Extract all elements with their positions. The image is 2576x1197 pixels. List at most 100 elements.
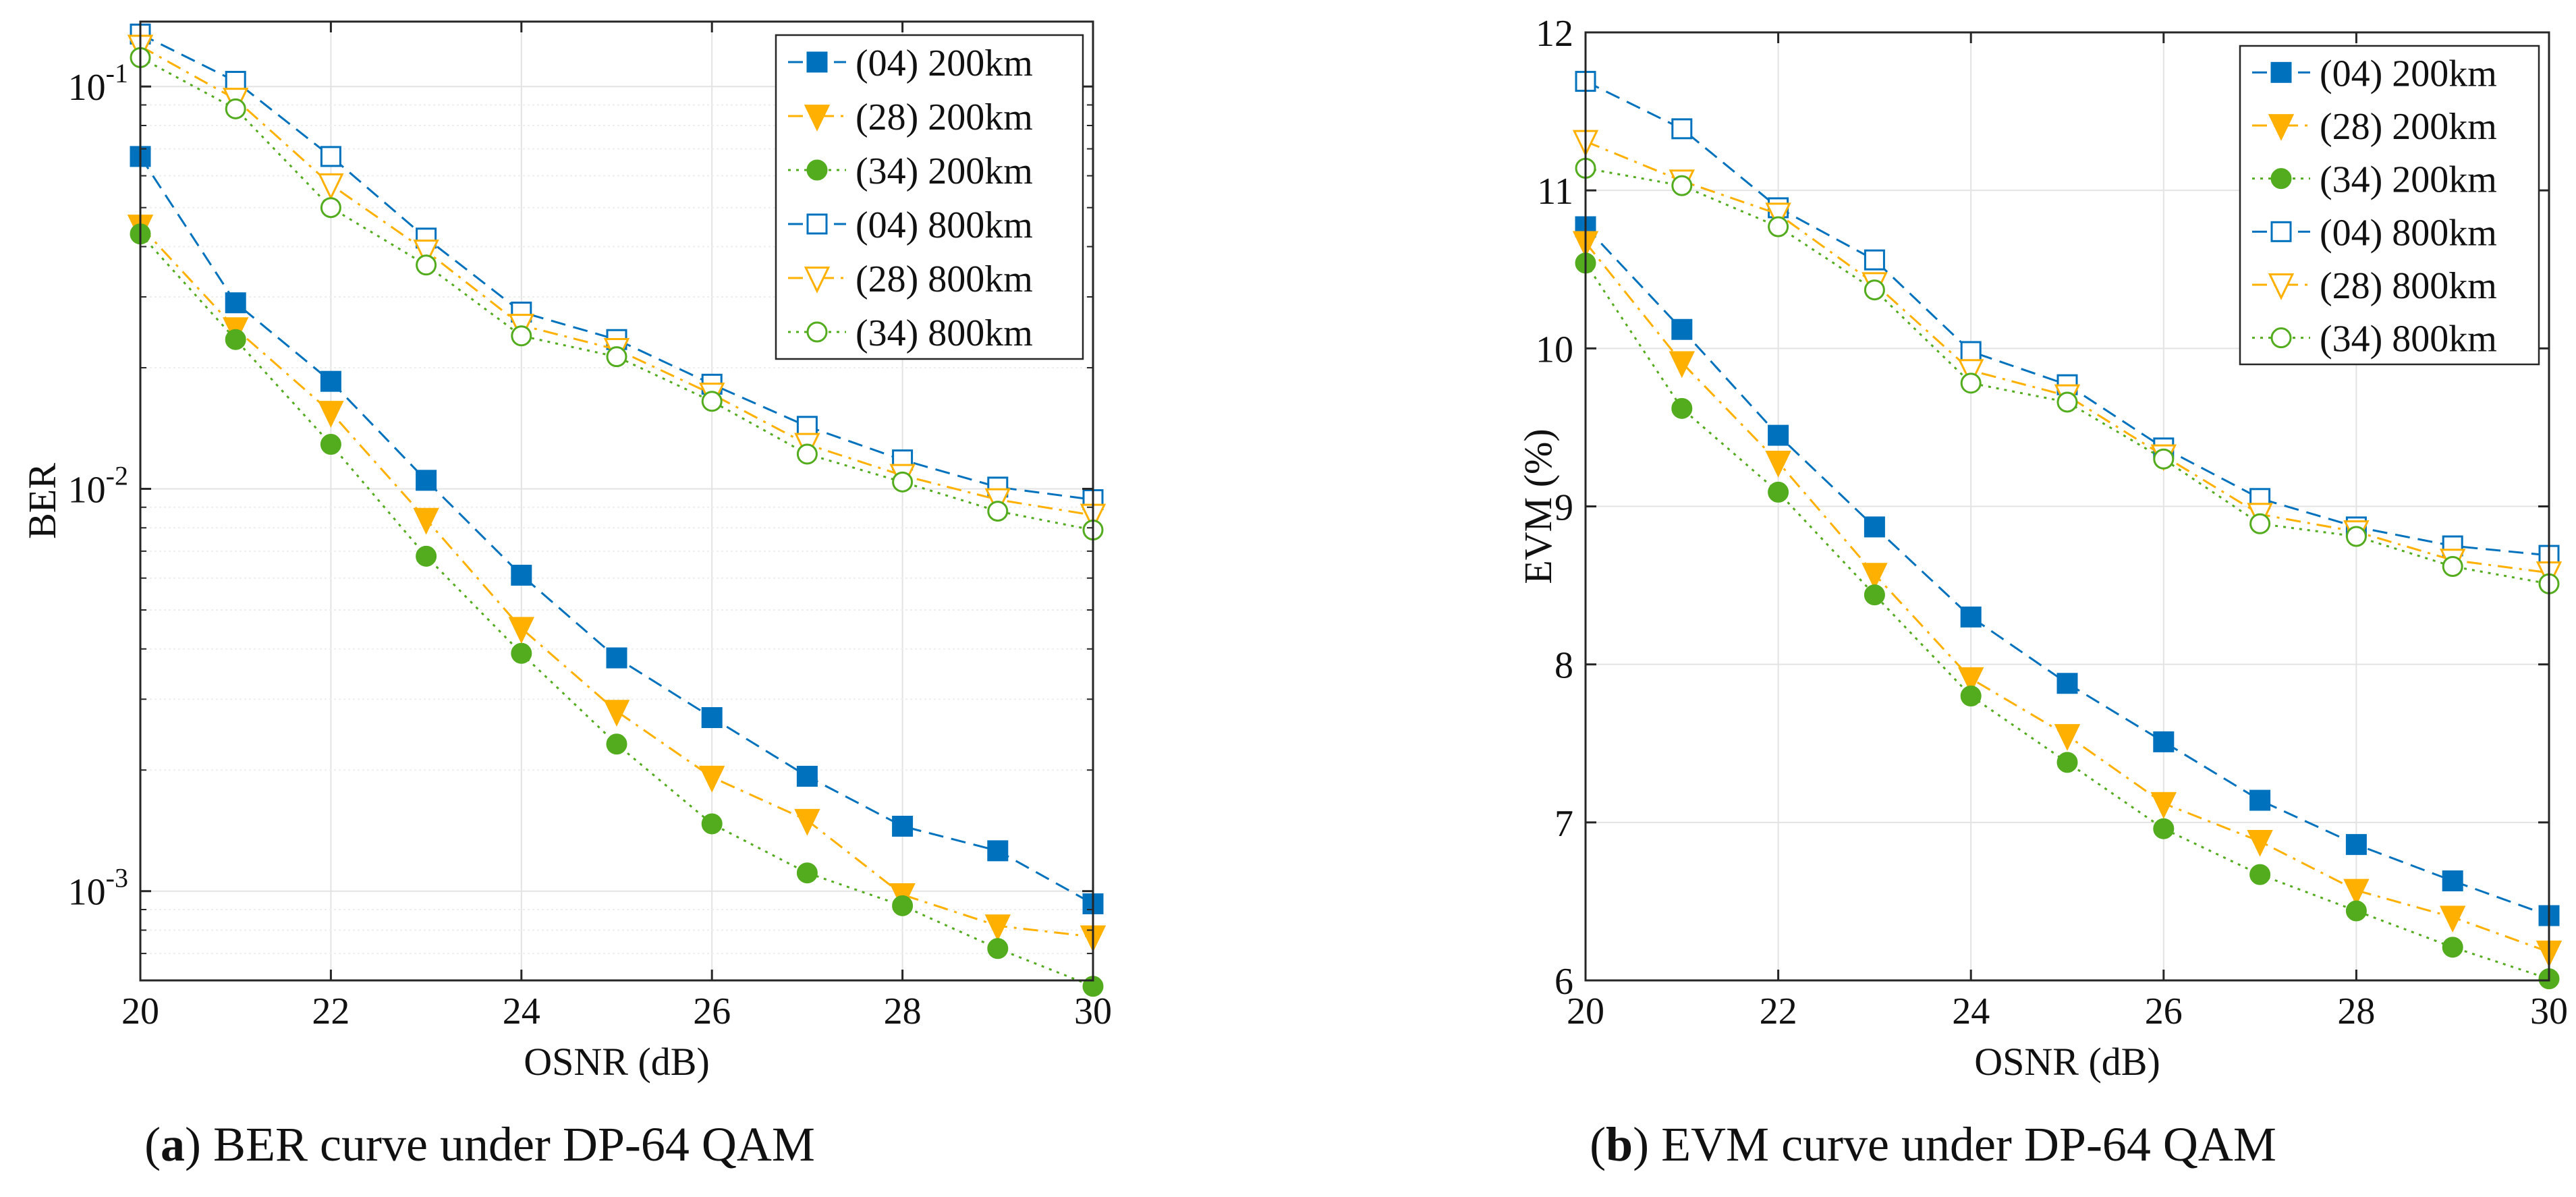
caption-a-letter: a bbox=[161, 1117, 185, 1171]
data-point bbox=[320, 197, 341, 219]
x-tick-label: 30 bbox=[2530, 991, 2568, 1032]
data-point bbox=[2440, 906, 2466, 933]
x-tick-label: 22 bbox=[312, 991, 349, 1032]
data-point bbox=[511, 564, 532, 586]
series-line bbox=[139, 225, 1094, 938]
y-tick-label: 6 bbox=[1555, 961, 1573, 1003]
data-point bbox=[1864, 516, 1885, 538]
data-point bbox=[1765, 451, 1791, 478]
data-point bbox=[320, 146, 341, 167]
data-point bbox=[318, 401, 344, 428]
data-point bbox=[413, 240, 439, 267]
data-point bbox=[1864, 584, 1885, 606]
data-point bbox=[1864, 279, 1885, 301]
legend-marker bbox=[806, 159, 828, 181]
x-tick-label: 20 bbox=[121, 991, 159, 1032]
legend-item: (04) 800km bbox=[2252, 212, 2497, 254]
data-point bbox=[318, 173, 344, 200]
x-tick-label: 20 bbox=[1567, 991, 1604, 1032]
data-point bbox=[1765, 202, 1791, 230]
data-point bbox=[796, 862, 818, 884]
data-point bbox=[1671, 397, 1693, 419]
axes-box bbox=[139, 20, 1094, 982]
x-tick-label: 28 bbox=[2337, 991, 2375, 1032]
data-point bbox=[701, 707, 723, 729]
legend-marker bbox=[2270, 168, 2292, 190]
legend-marker bbox=[806, 51, 828, 73]
legend-label: (28) 800km bbox=[2320, 265, 2497, 307]
legend-item: (28) 800km bbox=[2252, 265, 2497, 307]
legend-item: (28) 800km bbox=[788, 258, 1033, 300]
caption-a: (a) BER curve under DP-64 QAM bbox=[144, 1117, 815, 1171]
data-point bbox=[2442, 555, 2463, 577]
legend-label: (34) 200km bbox=[2320, 159, 2497, 201]
data-point bbox=[416, 545, 437, 567]
legend-item: (34) 200km bbox=[788, 150, 1033, 192]
data-point bbox=[511, 642, 532, 664]
series-line bbox=[1585, 140, 2550, 574]
data-point bbox=[508, 617, 534, 644]
data-point bbox=[1958, 359, 1984, 386]
data-point bbox=[892, 816, 914, 837]
legend-marker bbox=[2268, 114, 2295, 141]
data-point bbox=[2056, 391, 2078, 413]
x-tick-label: 24 bbox=[1952, 991, 1990, 1032]
legend-item: (04) 200km bbox=[2252, 53, 2497, 94]
series-line bbox=[1585, 167, 2550, 585]
data-point bbox=[2249, 513, 2271, 534]
x-tick-label: 26 bbox=[2145, 991, 2183, 1032]
x-axis-label: OSNR (dB) bbox=[1974, 1040, 2160, 1084]
y-tick-label: 11 bbox=[1537, 171, 1573, 213]
legend-item: (04) 800km bbox=[788, 204, 1033, 246]
legend-label: (34) 200km bbox=[856, 150, 1033, 192]
data-point bbox=[1960, 606, 1982, 628]
data-point bbox=[2442, 937, 2463, 958]
y-tick-label: 7 bbox=[1555, 803, 1573, 845]
x-tick-label: 22 bbox=[1760, 991, 1797, 1032]
data-point bbox=[2054, 724, 2081, 751]
data-point bbox=[2442, 870, 2463, 891]
data-point bbox=[320, 434, 341, 455]
data-point bbox=[603, 700, 630, 727]
legend: (04) 200km (28) 200km (34) 200km (04) 800km… bbox=[775, 34, 1084, 360]
y-tick-label: 10-1 bbox=[68, 58, 128, 109]
data-point bbox=[1958, 667, 1984, 694]
data-point bbox=[2056, 673, 2078, 694]
caption-b-letter: b bbox=[1606, 1117, 1633, 1171]
data-point bbox=[320, 370, 341, 392]
data-point bbox=[225, 329, 246, 350]
panel-a-ber-chart: 20 22 24 26 28 30 10-3 10-2 10-1 OSNR (dB) BER (04)… bbox=[20, 20, 1112, 1084]
legend-marker bbox=[804, 105, 831, 132]
y-axis-label: EVM (%) bbox=[1516, 428, 1560, 584]
series-34-800km bbox=[1575, 157, 2560, 594]
y-axis-label: BER bbox=[20, 463, 64, 539]
legend-marker bbox=[806, 213, 828, 235]
data-point bbox=[606, 647, 627, 669]
y-tick-label: 10-2 bbox=[68, 460, 128, 511]
y-tick-label: 8 bbox=[1555, 645, 1573, 687]
data-point bbox=[2249, 789, 2271, 811]
series-28-200km bbox=[1572, 231, 2563, 968]
legend-label: (04) 800km bbox=[2320, 212, 2497, 254]
legend-marker bbox=[806, 321, 828, 343]
legend-label: (04) 800km bbox=[856, 204, 1033, 246]
legend-item: (04) 200km bbox=[788, 43, 1033, 84]
data-point bbox=[701, 813, 723, 835]
data-point bbox=[796, 765, 818, 787]
x-tick-label: 26 bbox=[693, 991, 731, 1032]
caption-a-close: ) bbox=[185, 1117, 201, 1171]
data-point bbox=[2153, 818, 2175, 839]
data-point bbox=[892, 471, 914, 493]
legend-marker bbox=[2270, 221, 2292, 242]
data-point bbox=[1671, 318, 1693, 340]
legend-box bbox=[2239, 45, 2540, 366]
legend-marker bbox=[2268, 273, 2295, 300]
series-34-200km bbox=[1575, 252, 2560, 990]
data-point bbox=[699, 765, 725, 793]
data-point bbox=[511, 325, 532, 347]
y-tick-label: 10 bbox=[1536, 329, 1573, 370]
series-04-200km bbox=[1575, 216, 2560, 926]
y-tick-label: 9 bbox=[1555, 487, 1573, 529]
